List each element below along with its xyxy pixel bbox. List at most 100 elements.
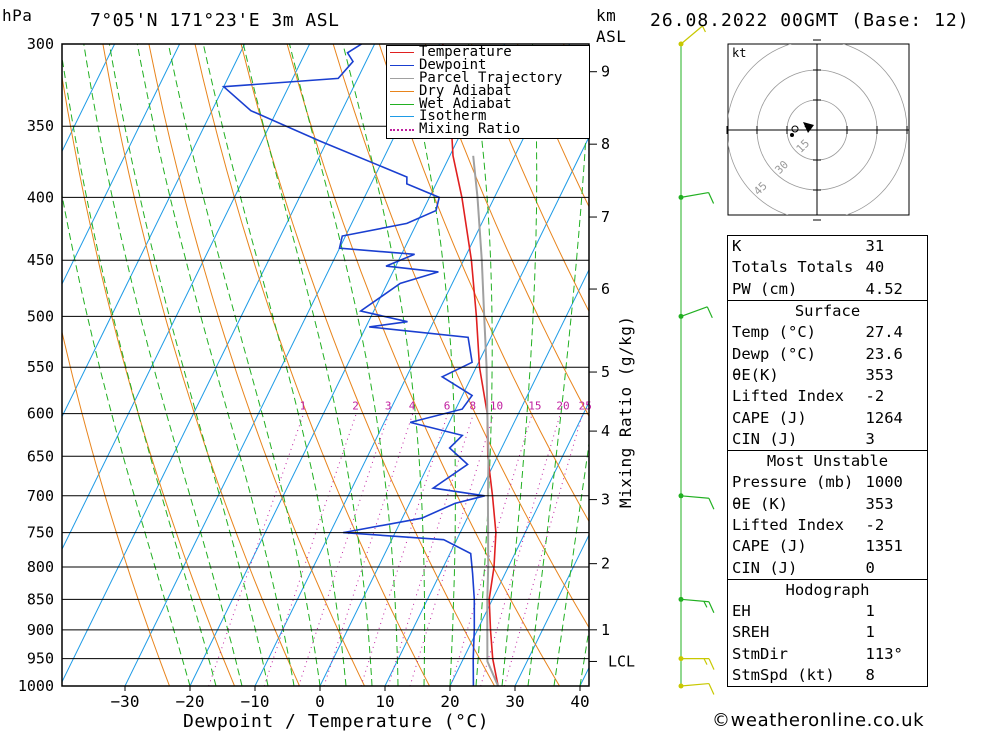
info-row: Pressure (mb) 1000	[728, 472, 928, 493]
lcl-label: LCL	[608, 652, 635, 670]
mixing-ratio-label: 8	[469, 400, 476, 413]
info-value: -2	[865, 516, 885, 534]
dry-adiabat-line	[470, 44, 589, 313]
info-row: Totals Totals 40	[728, 257, 928, 278]
mixing-ratio-line	[298, 413, 390, 686]
info-value: 40	[865, 258, 885, 277]
wet-adiabat-line	[501, 44, 538, 686]
wind-barb-flag	[708, 683, 715, 695]
km-tick-label: 5	[601, 363, 610, 381]
info-label: Lifted Index	[732, 516, 844, 534]
wet-adiabat-line	[342, 44, 426, 686]
info-value: 31	[865, 237, 885, 256]
x-tick-label: −30	[111, 692, 140, 711]
info-value: 353	[865, 494, 894, 513]
info-row: CAPE (J) 1264	[728, 407, 928, 428]
legend-label: Dewpoint	[419, 56, 487, 73]
legend-label: Wet Adiabat	[419, 95, 512, 112]
mixing-ratio-label: 10	[490, 400, 503, 413]
info-value: 353	[865, 365, 894, 384]
info-label: CAPE (J)	[732, 408, 807, 427]
info-row: Dewp (°C) 23.6	[728, 343, 928, 364]
mixing-ratio-label: 6	[444, 400, 451, 413]
isotherm-line	[449, 401, 589, 686]
wind-barb-flag	[708, 601, 715, 614]
legend-label: Dry Adiabat	[419, 82, 512, 99]
km-tick-label: 8	[601, 135, 610, 153]
wind-barb-half	[703, 658, 708, 665]
legend-swatch	[390, 52, 414, 53]
info-row: Lifted Index -2	[728, 386, 928, 407]
mixing-ratio-line	[208, 413, 305, 686]
mixing-ratio-label: 20	[556, 400, 569, 413]
info-row: Temp (°C) 27.4	[728, 322, 928, 343]
info-row: StmDir 113°	[728, 644, 928, 665]
wet-adiabat-line	[62, 192, 191, 686]
legend-swatch	[390, 90, 414, 92]
legend-swatch	[390, 116, 414, 118]
wet-adiabat-line	[62, 54, 217, 686]
series-temperature	[442, 44, 499, 686]
info-label: Lifted Index	[732, 387, 844, 406]
x-tick-label: −20	[176, 692, 205, 711]
dry-adiabat-line	[378, 44, 589, 523]
info-row: CIN (J) 3	[728, 429, 928, 451]
info-row: Lifted Index -2	[728, 515, 928, 536]
wind-barb-shaft	[680, 25, 703, 45]
pressure-tick-label: 1000	[18, 677, 54, 695]
info-value: 1351	[865, 537, 903, 556]
wind-barb-shaft	[680, 598, 709, 603]
wet-adiabat-line	[527, 63, 589, 686]
info-label: CIN (J)	[732, 429, 798, 448]
legend-label: Mixing Ratio	[419, 121, 521, 138]
wind-barb-flag	[708, 658, 715, 670]
info-label: CIN (J)	[732, 558, 798, 577]
pressure-tick-label: 450	[27, 251, 54, 269]
legend-entry: Wet Adiabat	[387, 95, 589, 112]
km-tick-label: 2	[601, 555, 610, 573]
legend-entry: Dry Adiabat	[387, 82, 589, 99]
copyright-footer: ©weatheronline.co.uk	[712, 710, 925, 731]
isotherm-line	[514, 533, 589, 686]
isotherm-line	[62, 44, 376, 684]
info-section-title: Most Unstable	[727, 449, 928, 473]
info-value: 1	[865, 602, 875, 621]
mixing-ratio-label: 15	[528, 400, 541, 413]
info-value: 3	[865, 429, 875, 448]
info-value: 113°	[865, 644, 903, 663]
wet-adiabat-line	[468, 44, 493, 686]
location-title: 7°05'N 171°23'E 3m ASL	[90, 10, 340, 31]
x-tick-label: 20	[440, 692, 459, 711]
pressure-tick-label: 500	[27, 307, 54, 325]
legend-swatch	[390, 64, 414, 66]
mixing-ratio-line	[360, 413, 449, 686]
pressure-tick-label: 650	[27, 447, 54, 465]
mixing-ratio-line	[263, 413, 357, 686]
pressure-tick-label: 350	[27, 117, 54, 135]
wind-barb-half	[703, 601, 708, 608]
legend-swatch	[390, 77, 414, 79]
mixing-ratio-line	[387, 413, 474, 686]
mixing-ratio-line	[450, 413, 533, 686]
legend-label: Parcel Trajectory	[419, 69, 563, 86]
wind-barb-flag	[708, 498, 715, 510]
info-row: θE (K) 353	[728, 494, 928, 515]
wind-barb-shaft	[680, 191, 709, 198]
legend-entry: Temperature	[387, 45, 589, 59]
pressure-unit-label: hPa	[2, 6, 33, 25]
info-row: CIN (J) 0	[728, 557, 928, 579]
info-label: Dewp (°C)	[732, 344, 816, 363]
info-label: Totals Totals	[732, 258, 854, 277]
isotherm-line	[189, 44, 506, 686]
pressure-tick-label: 550	[27, 358, 54, 376]
info-label: StmDir	[732, 644, 788, 663]
info-label: θE(K)	[732, 365, 779, 384]
dry-adiabat-line	[194, 44, 430, 686]
x-tick-label: 40	[570, 692, 589, 711]
info-value: 0	[865, 558, 875, 577]
hodograph-storm-marker	[803, 122, 814, 133]
legend-entry: Dewpoint	[387, 56, 589, 73]
pressure-tick-label: 750	[27, 524, 54, 542]
info-section-header: Most Unstable	[727, 449, 928, 473]
pressure-tick-label: 850	[27, 590, 54, 608]
